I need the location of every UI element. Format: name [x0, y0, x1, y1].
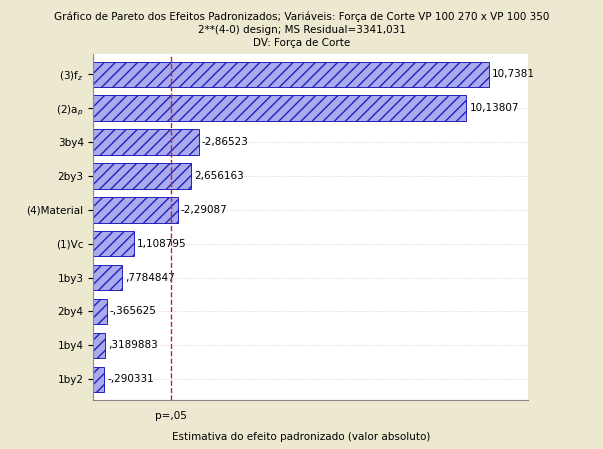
Text: -,290331: -,290331 — [107, 374, 154, 384]
Bar — [93, 231, 134, 256]
Text: Estimativa do efeito padronizado (valor absoluto): Estimativa do efeito padronizado (valor … — [172, 432, 431, 442]
Text: 10,13807: 10,13807 — [469, 103, 519, 113]
Bar — [93, 299, 107, 324]
Text: 10,7381: 10,7381 — [491, 69, 534, 79]
Text: Gráfico de Pareto dos Efeitos Padronizados; Variáveis: Força de Corte VP 100 270: Gráfico de Pareto dos Efeitos Padronizad… — [54, 11, 549, 22]
Text: -2,86523: -2,86523 — [202, 137, 248, 147]
Bar — [93, 366, 104, 392]
Bar — [93, 333, 105, 358]
Bar — [93, 265, 122, 291]
Text: p=,05: p=,05 — [155, 411, 187, 421]
Bar — [93, 62, 488, 87]
Bar — [93, 129, 199, 155]
Text: -,365625: -,365625 — [110, 307, 157, 317]
Text: ,3189883: ,3189883 — [108, 340, 158, 350]
Text: DV: Força de Corte: DV: Força de Corte — [253, 38, 350, 48]
Bar — [93, 163, 191, 189]
Bar — [93, 197, 178, 223]
Bar — [93, 95, 467, 121]
Text: 1,108795: 1,108795 — [137, 239, 187, 249]
Text: ,7784847: ,7784847 — [125, 273, 175, 282]
Text: 2**(4-0) design; MS Residual=3341,031: 2**(4-0) design; MS Residual=3341,031 — [198, 25, 405, 35]
Text: -2,29087: -2,29087 — [181, 205, 227, 215]
Text: 2,656163: 2,656163 — [194, 171, 244, 181]
